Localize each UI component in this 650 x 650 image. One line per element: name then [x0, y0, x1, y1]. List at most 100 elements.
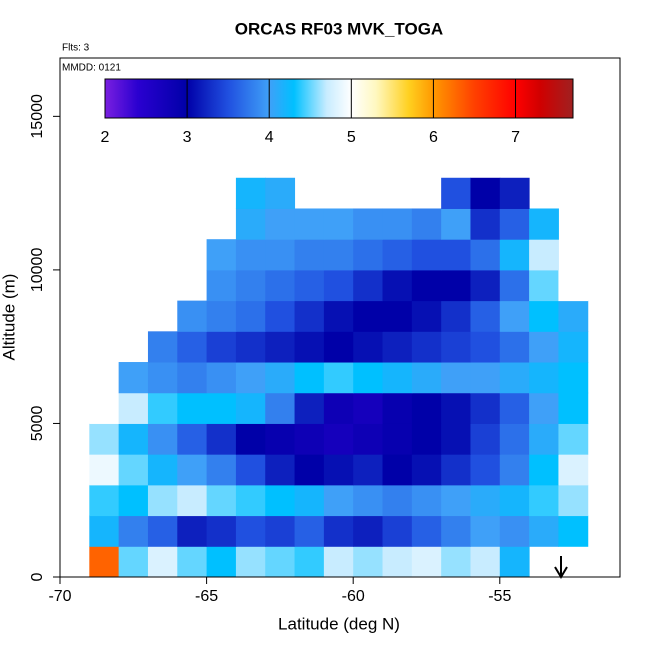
cell — [235, 362, 266, 394]
cell — [294, 239, 325, 271]
cell — [177, 300, 208, 332]
cell — [529, 454, 559, 486]
cell — [470, 454, 501, 486]
cell — [177, 423, 208, 455]
y-tick-label: 5000 — [29, 406, 46, 442]
cell — [382, 239, 413, 271]
cell — [382, 515, 413, 547]
cell — [353, 208, 384, 240]
cell — [265, 300, 296, 332]
cell — [235, 515, 266, 547]
cell — [147, 454, 178, 486]
cell — [411, 300, 442, 332]
cell — [177, 546, 208, 578]
cell — [206, 239, 237, 271]
cell — [441, 300, 471, 332]
y-tick-label: 10000 — [29, 248, 46, 293]
cell — [235, 269, 266, 302]
cell — [294, 546, 325, 578]
cell — [558, 392, 589, 424]
cell — [470, 331, 501, 363]
cell — [177, 484, 208, 517]
cell — [147, 362, 178, 394]
cell — [441, 362, 471, 394]
cell — [353, 300, 384, 332]
cell — [411, 362, 442, 394]
cell — [353, 269, 384, 302]
cell — [118, 546, 149, 578]
cell — [411, 392, 442, 424]
cell — [323, 331, 354, 363]
cell — [265, 208, 296, 240]
cell — [177, 331, 208, 363]
cell — [147, 331, 178, 363]
cell — [470, 208, 501, 240]
cell — [441, 208, 471, 240]
cell — [353, 392, 384, 424]
cell — [382, 269, 413, 302]
cell — [265, 423, 296, 455]
cell — [235, 208, 266, 240]
cell — [118, 423, 149, 455]
cell — [411, 454, 442, 486]
x-tick-label: -65 — [195, 588, 218, 605]
colorbar-tick-label: 7 — [511, 129, 520, 146]
cell — [323, 208, 354, 240]
cell — [499, 484, 530, 517]
y-tick-label: 15000 — [29, 94, 46, 139]
cell — [499, 546, 530, 578]
cell — [411, 515, 442, 547]
cell — [89, 546, 120, 578]
cell — [323, 362, 354, 394]
cell — [499, 331, 530, 363]
cell — [235, 177, 266, 209]
cell — [147, 484, 178, 517]
cell — [89, 423, 120, 455]
cell — [323, 454, 354, 486]
cell — [441, 177, 471, 209]
cell — [382, 362, 413, 394]
cell — [529, 484, 559, 517]
cell — [177, 515, 208, 547]
cell — [499, 423, 530, 455]
colorbar-tick-label: 3 — [183, 129, 192, 146]
chart-title: ORCAS RF03 MVK_TOGA — [235, 19, 443, 38]
cell — [118, 515, 149, 547]
cell — [529, 331, 559, 363]
y-tick-label: 0 — [29, 572, 46, 581]
cell — [235, 331, 266, 363]
cell — [529, 239, 559, 271]
cell — [470, 392, 501, 424]
cell — [558, 331, 589, 363]
cell — [353, 454, 384, 486]
cell — [558, 454, 589, 486]
cell — [265, 454, 296, 486]
cell — [470, 484, 501, 517]
cell — [411, 331, 442, 363]
cell — [529, 269, 559, 302]
cell — [499, 515, 530, 547]
cell — [441, 392, 471, 424]
cell — [441, 515, 471, 547]
cell — [470, 423, 501, 455]
cell — [499, 392, 530, 424]
cell — [118, 392, 149, 424]
colorbar-tick-label: 6 — [429, 129, 438, 146]
cell — [411, 208, 442, 240]
cell — [353, 423, 384, 455]
cell — [382, 484, 413, 517]
cell — [265, 484, 296, 517]
cell — [470, 546, 501, 578]
cell — [529, 515, 559, 547]
cell — [206, 484, 237, 517]
plot-frame — [59, 57, 621, 578]
cell — [558, 362, 589, 394]
cell — [470, 515, 501, 547]
cell — [441, 269, 471, 302]
cell — [294, 484, 325, 517]
cell — [89, 484, 120, 517]
cell — [411, 484, 442, 517]
cell — [323, 515, 354, 547]
cell — [265, 177, 296, 209]
cell — [558, 423, 589, 455]
